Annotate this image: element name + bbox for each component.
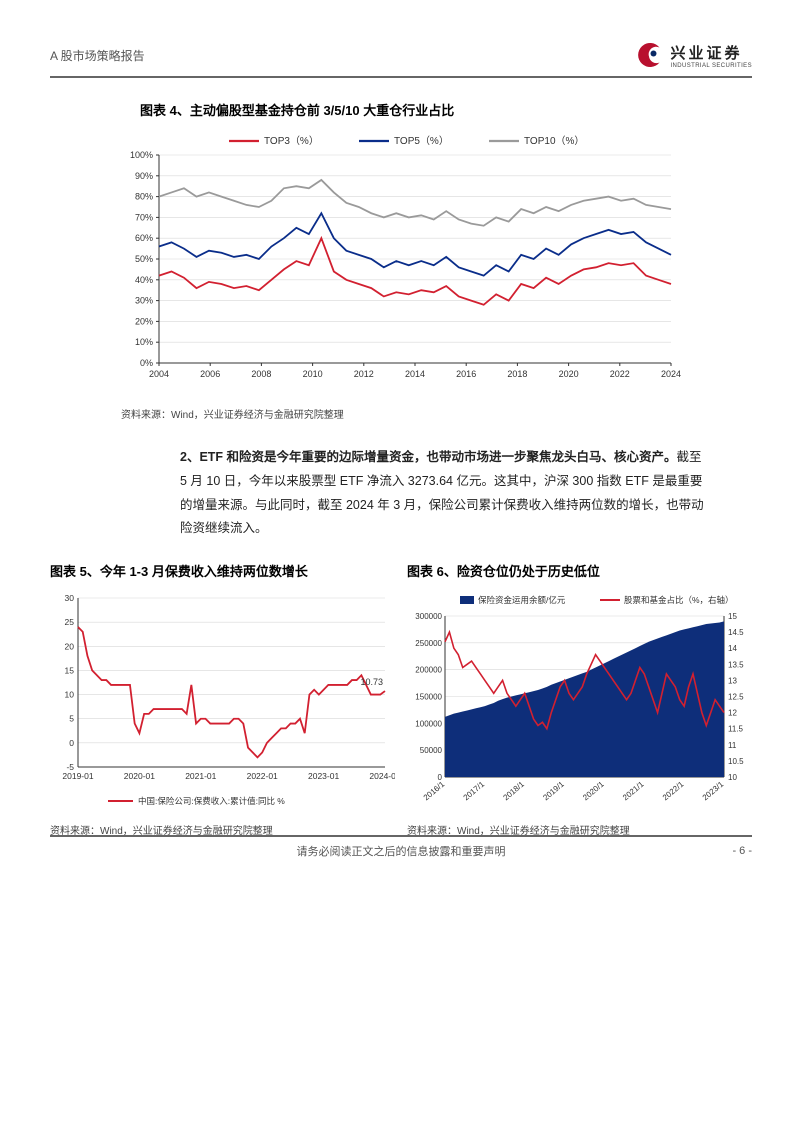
svg-text:2021/1: 2021/1	[621, 779, 646, 802]
svg-text:2018: 2018	[507, 369, 527, 379]
chart4-container: 0% 10% 20% 30% 40% 50% 60% 70% 80% 90% 100% 2004 200…	[121, 127, 681, 421]
svg-text:2020-01: 2020-01	[124, 771, 155, 781]
svg-text:2022/1: 2022/1	[661, 779, 686, 802]
chart6-title: 图表 6、险资仓位仍处于历史低位	[407, 561, 752, 580]
svg-text:50%: 50%	[135, 254, 153, 264]
svg-text:40%: 40%	[135, 275, 153, 285]
chart5-title: 图表 5、今年 1-3 月保费收入维持两位数增长	[50, 561, 395, 580]
svg-text:TOP5（%）: TOP5（%）	[394, 135, 449, 147]
chart5-section: 图表 5、今年 1-3 月保费收入维持两位数增长 -50510152025302…	[50, 561, 395, 837]
svg-text:60%: 60%	[135, 233, 153, 243]
logo-text: 兴业证券 INDUSTRIAL SECURITIES	[670, 42, 752, 69]
logo-en: INDUSTRIAL SECURITIES	[670, 63, 752, 69]
logo-icon	[634, 40, 664, 70]
svg-text:12: 12	[728, 709, 737, 718]
chart4-source: 资料来源：Wind，兴业证券经济与金融研究院整理	[121, 406, 681, 421]
footer-disclaimer: 请务必阅读正文之后的信息披露和重要声明	[50, 843, 752, 859]
svg-text:300000: 300000	[415, 612, 442, 621]
svg-text:15: 15	[65, 665, 75, 675]
svg-text:100000: 100000	[415, 719, 442, 728]
svg-text:80%: 80%	[135, 192, 153, 202]
svg-text:10.5: 10.5	[728, 757, 744, 766]
svg-text:0%: 0%	[140, 358, 153, 368]
svg-text:14: 14	[728, 644, 737, 653]
svg-text:70%: 70%	[135, 212, 153, 222]
page-header: A 股市场策略报告 兴业证券 INDUSTRIAL SECURITIES	[50, 40, 752, 78]
svg-text:11: 11	[728, 741, 737, 750]
svg-text:2019-01: 2019-01	[62, 771, 93, 781]
svg-text:TOP3（%）: TOP3（%）	[264, 135, 319, 147]
svg-text:50000: 50000	[420, 746, 443, 755]
svg-text:90%: 90%	[135, 171, 153, 181]
company-logo: 兴业证券 INDUSTRIAL SECURITIES	[634, 40, 752, 70]
svg-text:200000: 200000	[415, 666, 442, 675]
svg-text:30: 30	[65, 593, 75, 603]
svg-text:13.5: 13.5	[728, 660, 744, 669]
svg-text:2021-01: 2021-01	[185, 771, 216, 781]
page: A 股市场策略报告 兴业证券 INDUSTRIAL SECURITIES 图表 …	[0, 0, 802, 887]
svg-text:2016/1: 2016/1	[422, 779, 447, 802]
svg-text:5: 5	[69, 714, 74, 724]
chart6-section: 图表 6、险资仓位仍处于历史低位 05000010000015000020000…	[407, 561, 752, 837]
svg-text:保险资金运用余额/亿元: 保险资金运用余额/亿元	[478, 595, 566, 605]
svg-text:2014: 2014	[405, 369, 425, 379]
svg-text:10: 10	[728, 773, 737, 782]
svg-text:25: 25	[65, 617, 75, 627]
page-footer: 请务必阅读正文之后的信息披露和重要声明 - 6 -	[50, 835, 752, 859]
svg-text:2006: 2006	[200, 369, 220, 379]
svg-text:2022-01: 2022-01	[247, 771, 278, 781]
svg-text:2010: 2010	[303, 369, 323, 379]
svg-text:15: 15	[728, 612, 737, 621]
svg-text:2008: 2008	[251, 369, 271, 379]
svg-text:10: 10	[65, 690, 75, 700]
svg-text:10.73: 10.73	[360, 677, 383, 687]
body-paragraph: 2、ETF 和险资是今年重要的边际增量资金，也带动市场进一步聚焦龙头白马、核心资…	[180, 446, 752, 541]
svg-text:2012: 2012	[354, 369, 374, 379]
svg-text:TOP10（%）: TOP10（%）	[524, 135, 584, 147]
svg-text:2024-01: 2024-01	[369, 771, 395, 781]
svg-text:100%: 100%	[130, 150, 153, 160]
svg-text:14.5: 14.5	[728, 628, 744, 637]
chart4-svg: 0% 10% 20% 30% 40% 50% 60% 70% 80% 90% 100% 2004 200…	[121, 127, 681, 397]
svg-text:2023/1: 2023/1	[701, 779, 726, 802]
footer-page-number: - 6 -	[732, 845, 752, 857]
chart6-svg: 0500001000001500002000002500003000001010…	[407, 588, 752, 813]
svg-text:2016: 2016	[456, 369, 476, 379]
svg-text:10%: 10%	[135, 337, 153, 347]
svg-text:2018/1: 2018/1	[501, 779, 526, 802]
chart4-section: 图表 4、主动偏股型基金持仓前 3/5/10 大重仓行业占比 0% 10% 20% 3…	[50, 100, 752, 421]
svg-text:2024: 2024	[661, 369, 681, 379]
svg-text:2020: 2020	[559, 369, 579, 379]
svg-text:中国:保险公司:保费收入:累计值:同比 %: 中国:保险公司:保费收入:累计值:同比 %	[138, 796, 285, 806]
svg-text:12.5: 12.5	[728, 693, 744, 702]
svg-text:2017/1: 2017/1	[462, 779, 487, 802]
svg-text:2004: 2004	[149, 369, 169, 379]
chart5-svg: -50510152025302019-012020-012021-012022-…	[50, 588, 395, 813]
svg-text:0: 0	[69, 738, 74, 748]
svg-text:11.5: 11.5	[728, 725, 744, 734]
body-lead: 2、ETF 和险资是今年重要的边际增量资金，也带动市场进一步聚焦龙头白马、核心资…	[180, 450, 677, 464]
chart4-title: 图表 4、主动偏股型基金持仓前 3/5/10 大重仓行业占比	[140, 100, 752, 119]
svg-text:250000: 250000	[415, 639, 442, 648]
svg-text:13: 13	[728, 676, 737, 685]
svg-text:2020/1: 2020/1	[581, 779, 606, 802]
svg-text:2023-01: 2023-01	[308, 771, 339, 781]
logo-cn: 兴业证券	[670, 42, 752, 63]
svg-text:20%: 20%	[135, 316, 153, 326]
svg-text:股票和基金占比（%，右轴）: 股票和基金占比（%，右轴）	[624, 595, 734, 605]
svg-text:20: 20	[65, 641, 75, 651]
svg-text:150000: 150000	[415, 693, 442, 702]
report-type: A 股市场策略报告	[50, 47, 145, 64]
svg-text:30%: 30%	[135, 296, 153, 306]
svg-text:2022: 2022	[610, 369, 630, 379]
two-column-charts: 图表 5、今年 1-3 月保费收入维持两位数增长 -50510152025302…	[50, 561, 752, 837]
svg-text:2019/1: 2019/1	[541, 779, 566, 802]
